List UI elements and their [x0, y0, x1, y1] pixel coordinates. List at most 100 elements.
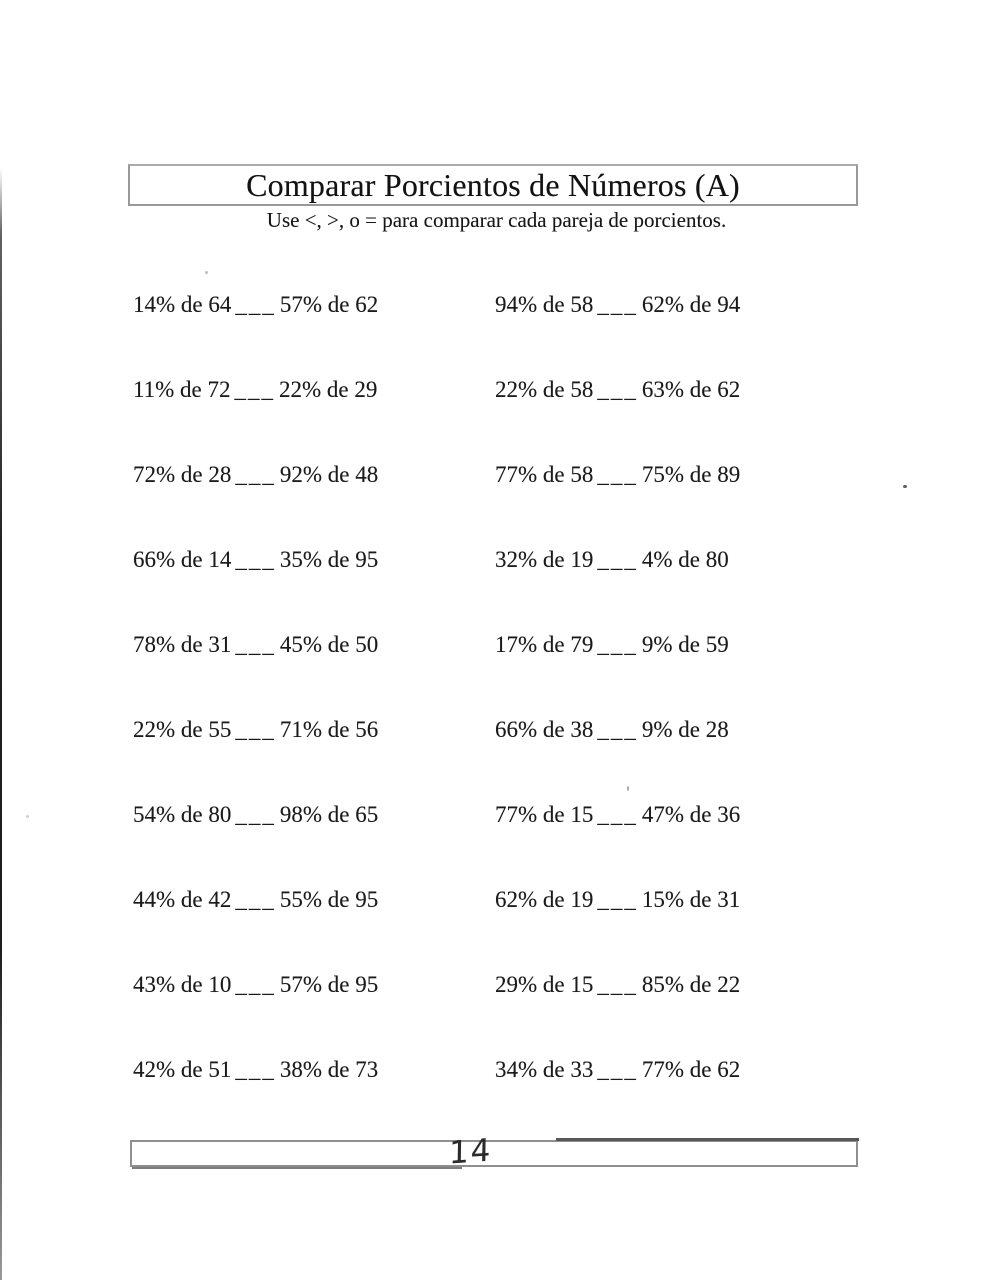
problem-right: 34% de 33 ___ 77% de 62	[495, 1058, 773, 1082]
expression-b: 63% de 62	[641, 377, 741, 402]
expression-a: 62% de 19	[495, 887, 594, 912]
problem-right: 94% de 58 ___ 62% de 94	[495, 293, 773, 317]
problem-right: 29% de 15 ___ 85% de 22	[495, 973, 773, 997]
answer-blank: ___	[235, 547, 276, 572]
expression-a: 22% de 58	[495, 377, 594, 402]
answer-blank: ___	[597, 887, 638, 912]
problem-left: 42% de 51 ___ 38% de 73	[133, 1058, 495, 1082]
expression-a: 72% de 28	[133, 462, 232, 487]
answer-blank: ___	[235, 1057, 276, 1082]
expression-a: 43% de 10	[133, 972, 232, 997]
expression-a: 66% de 14	[133, 547, 232, 572]
answer-blank: ___	[597, 292, 638, 317]
problem-row: 44% de 42 ___ 55% de 95 62% de 19 ___ 15% de…	[133, 888, 773, 912]
expression-b: 9% de 59	[641, 632, 729, 657]
expression-a: 77% de 15	[495, 802, 594, 827]
expression-a: 17% de 79	[495, 632, 594, 657]
problems-grid: 14% de 64 ___ 57% de 62 94% de 58 ___ 62% de…	[133, 293, 773, 1082]
answer-blank: ___	[597, 377, 638, 402]
expression-a: 77% de 58	[495, 462, 594, 487]
answer-blank: ___	[235, 972, 276, 997]
title-box: Comparar Porcientos de Números (A)	[128, 164, 858, 206]
problem-right: 62% de 19 ___ 15% de 31	[495, 888, 773, 912]
answer-blank: ___	[597, 972, 638, 997]
expression-b: 75% de 89	[641, 462, 741, 487]
expression-b: 71% de 56	[279, 717, 379, 742]
scan-speck	[903, 485, 907, 488]
problem-left: 78% de 31 ___ 45% de 50	[133, 633, 495, 657]
answer-blank: ___	[597, 717, 638, 742]
problem-right: 17% de 79 ___ 9% de 59	[495, 633, 773, 657]
expression-b: 35% de 95	[279, 547, 379, 572]
expression-a: 42% de 51	[133, 1057, 232, 1082]
problem-row: 14% de 64 ___ 57% de 62 94% de 58 ___ 62% de…	[133, 293, 773, 317]
expression-b: 57% de 95	[279, 972, 379, 997]
expression-a: 32% de 19	[495, 547, 594, 572]
problem-row: 54% de 80 ___ 98% de 65 77% de 15 ___ 47% de…	[133, 803, 773, 827]
problem-left: 44% de 42 ___ 55% de 95	[133, 888, 495, 912]
answer-blank: ___	[235, 632, 276, 657]
problem-left: 66% de 14 ___ 35% de 95	[133, 548, 495, 572]
expression-a: 66% de 38	[495, 717, 594, 742]
expression-a: 34% de 33	[495, 1057, 594, 1082]
expression-a: 14% de 64	[133, 292, 232, 317]
expression-b: 45% de 50	[279, 632, 379, 657]
expression-b: 38% de 73	[279, 1057, 379, 1082]
expression-b: 62% de 94	[641, 292, 741, 317]
problem-right: 66% de 38 ___ 9% de 28	[495, 718, 773, 742]
problem-row: 78% de 31 ___ 45% de 50 17% de 79 ___ 9% de …	[133, 633, 773, 657]
problem-row: 66% de 14 ___ 35% de 95 32% de 19 ___ 4% de …	[133, 548, 773, 572]
answer-blank: ___	[597, 462, 638, 487]
expression-b: 77% de 62	[641, 1057, 741, 1082]
answer-blank: ___	[235, 802, 276, 827]
scan-artifact-left-edge	[0, 168, 2, 1280]
expression-a: 11% de 72	[133, 377, 231, 402]
scan-artifact-footer-border	[132, 1167, 462, 1169]
answer-blank: ___	[235, 717, 276, 742]
expression-b: 47% de 36	[641, 802, 741, 827]
expression-b: 85% de 22	[641, 972, 741, 997]
problem-right: 32% de 19 ___ 4% de 80	[495, 548, 773, 572]
handwritten-page-number: 14	[448, 1132, 493, 1172]
answer-blank: ___	[597, 632, 638, 657]
problem-row: 72% de 28 ___ 92% de 48 77% de 58 ___ 75% de…	[133, 463, 773, 487]
worksheet-title: Comparar Porcientos de Números (A)	[246, 166, 740, 203]
answer-blank: ___	[597, 1057, 638, 1082]
answer-blank: ___	[234, 377, 276, 402]
problem-row: 11% de 72 ___ 22% de 29 22% de 58 ___ 63% de…	[133, 378, 773, 402]
problem-right: 22% de 58 ___ 63% de 62	[495, 378, 773, 402]
expression-b: 57% de 62	[279, 292, 379, 317]
scan-speck	[205, 271, 208, 274]
problem-left: 54% de 80 ___ 98% de 65	[133, 803, 495, 827]
expression-b: 15% de 31	[641, 887, 741, 912]
expression-b: 9% de 28	[641, 717, 729, 742]
scan-speck	[26, 815, 29, 818]
answer-blank: ___	[235, 462, 276, 487]
expression-a: 94% de 58	[495, 292, 594, 317]
expression-a: 78% de 31	[133, 632, 232, 657]
problem-left: 43% de 10 ___ 57% de 95	[133, 973, 495, 997]
problem-row: 43% de 10 ___ 57% de 95 29% de 15 ___ 85% de…	[133, 973, 773, 997]
problem-row: 42% de 51 ___ 38% de 73 34% de 33 ___ 77% de…	[133, 1058, 773, 1082]
expression-b: 4% de 80	[641, 547, 729, 572]
problem-left: 72% de 28 ___ 92% de 48	[133, 463, 495, 487]
problem-right: 77% de 58 ___ 75% de 89	[495, 463, 773, 487]
problem-left: 11% de 72 ___ 22% de 29	[133, 378, 495, 402]
problem-left: 22% de 55 ___ 71% de 56	[133, 718, 495, 742]
answer-blank: ___	[235, 887, 276, 912]
expression-b: 92% de 48	[279, 462, 379, 487]
answer-blank: ___	[235, 292, 276, 317]
expression-a: 22% de 55	[133, 717, 232, 742]
worksheet-instructions: Use <, >, o = para comparar cada pareja …	[266, 208, 727, 232]
expression-a: 44% de 42	[133, 887, 232, 912]
expression-b: 55% de 95	[279, 887, 379, 912]
answer-blank: ___	[597, 802, 638, 827]
problem-left: 14% de 64 ___ 57% de 62	[133, 293, 495, 317]
expression-b: 22% de 29	[279, 377, 378, 402]
scan-artifact-footer-border	[556, 1138, 859, 1141]
expression-a: 54% de 80	[133, 802, 232, 827]
scan-speck	[627, 786, 629, 791]
problem-row: 22% de 55 ___ 71% de 56 66% de 38 ___ 9% de …	[133, 718, 773, 742]
problem-right: 77% de 15 ___ 47% de 36	[495, 803, 773, 827]
